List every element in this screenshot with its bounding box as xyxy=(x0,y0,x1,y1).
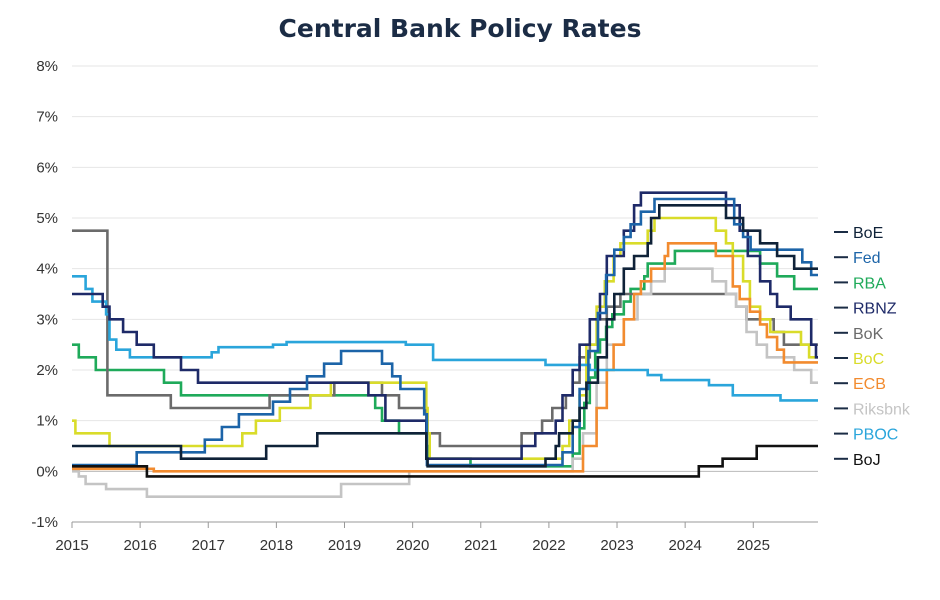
x-tick-label: 2022 xyxy=(532,537,565,554)
legend-label: Riksbnk xyxy=(853,401,911,418)
y-tick-label: 4% xyxy=(36,261,58,278)
legend-label: PBOC xyxy=(853,427,898,444)
y-axis-ticks: -1% 0% 1% 2% 3% 4% 5% 6% 7% 8% xyxy=(31,58,58,531)
y-tick-label: 1% xyxy=(36,413,58,430)
series-line-riksbnk xyxy=(72,267,818,498)
series-lines xyxy=(72,191,818,498)
series-line-boc xyxy=(72,216,818,460)
x-tick-label: 2016 xyxy=(123,537,156,554)
x-tick-label: 2019 xyxy=(328,537,361,554)
series-line-pboc xyxy=(72,275,818,402)
legend: BoE Fed RBA RBNZ BoK BoC ECB Riksbnk PBOC BoJ xyxy=(834,225,911,469)
chart-title: Central Bank Policy Rates xyxy=(278,14,642,43)
legend-label: RBNZ xyxy=(853,301,897,318)
x-tick-label: 2021 xyxy=(464,537,497,554)
series-line-boj xyxy=(72,444,818,478)
series-line-fed xyxy=(72,197,818,467)
legend-label: Fed xyxy=(853,250,881,267)
y-tick-label: 3% xyxy=(36,311,58,328)
y-tick-label: 5% xyxy=(36,210,58,227)
series-line-bok xyxy=(72,229,818,448)
y-tick-label: 8% xyxy=(36,58,58,75)
y-tick-label: 7% xyxy=(36,109,58,126)
y-tick-label: 0% xyxy=(36,463,58,480)
legend-label: BoK xyxy=(853,326,884,343)
x-tick-label: 2015 xyxy=(55,537,88,554)
x-tick-label: 2020 xyxy=(396,537,429,554)
legend-label: BoC xyxy=(853,351,884,368)
legend-label: BoJ xyxy=(853,452,881,469)
x-tick-label: 2025 xyxy=(737,537,770,554)
y-tick-label: 2% xyxy=(36,362,58,379)
legend-label: RBA xyxy=(853,275,886,292)
x-tick-label: 2023 xyxy=(600,537,633,554)
series-line-rbnz xyxy=(72,191,818,460)
x-tick-label: 2017 xyxy=(192,537,225,554)
y-tick-label: -1% xyxy=(31,514,58,531)
series-line-boe xyxy=(72,204,818,468)
y-tick-label: 6% xyxy=(36,159,58,176)
legend-label: ECB xyxy=(853,376,886,393)
series-line-ecb xyxy=(72,242,818,473)
legend-label: BoE xyxy=(853,225,883,242)
x-axis-ticks: 2015 2016 2017 2018 2019 2020 2021 2022 2023 2024… xyxy=(55,522,770,554)
x-tick-label: 2018 xyxy=(260,537,293,554)
x-tick-label: 2024 xyxy=(668,537,701,554)
